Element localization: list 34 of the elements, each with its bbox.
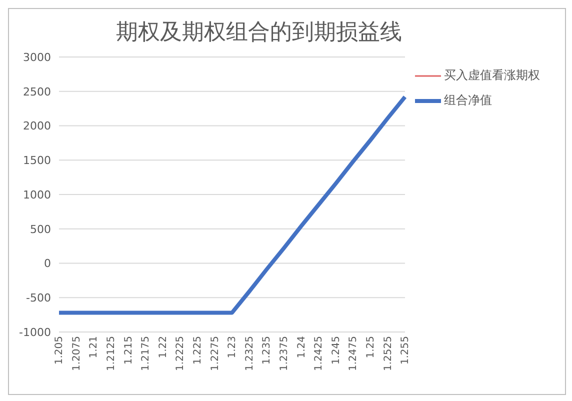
x-tick-label: 1.2125 bbox=[106, 336, 117, 371]
y-tick-label: -1000 bbox=[19, 326, 51, 339]
y-tick-label: 3000 bbox=[23, 50, 51, 64]
x-tick-label: 1.21 bbox=[88, 336, 100, 358]
y-tick-label: 2500 bbox=[23, 85, 51, 98]
x-tick-label: 1.245 bbox=[330, 336, 342, 365]
legend-label: 买入虚值看涨期权 bbox=[444, 67, 540, 84]
legend-label: 组合净值 bbox=[444, 92, 492, 109]
x-tick-label: 1.2325 bbox=[244, 336, 256, 371]
x-tick-label: 1.2425 bbox=[314, 336, 325, 371]
x-tick-label: 1.23 bbox=[227, 336, 238, 358]
y-tick-label: 500 bbox=[30, 222, 51, 236]
x-tick-label: 1.25 bbox=[366, 336, 376, 358]
x-tick-label: 1.2225 bbox=[175, 336, 186, 371]
x-tick-label: 1.235 bbox=[262, 336, 273, 365]
y-tick-label: 1000 bbox=[23, 188, 51, 202]
x-tick-label: 1.22 bbox=[158, 336, 169, 358]
x-tick-label: 1.2525 bbox=[382, 336, 394, 371]
chart-title: 期权及期权组合的到期损益线 bbox=[115, 19, 403, 47]
x-tick-label: 1.225 bbox=[192, 336, 204, 365]
x-tick-label: 1.2275 bbox=[210, 336, 221, 371]
line-series bbox=[57, 94, 407, 315]
x-tick-label: 1.2375 bbox=[279, 336, 290, 371]
x-tick-label: 1.215 bbox=[123, 336, 134, 365]
x-tick-label: 1.2075 bbox=[71, 336, 82, 371]
y-tick-label: 0 bbox=[44, 257, 51, 270]
x-tick-label: 1.205 bbox=[54, 336, 66, 365]
y-tick-label: 1500 bbox=[23, 154, 51, 168]
x-tick-label: 1.2475 bbox=[348, 336, 360, 371]
y-tick-label: 2000 bbox=[23, 120, 51, 133]
x-tick-label: 1.2175 bbox=[140, 336, 152, 371]
x-tick-label: 1.24 bbox=[296, 336, 308, 358]
x-tick-label: 1.255 bbox=[400, 336, 412, 365]
y-tick-label: -500 bbox=[26, 292, 51, 305]
